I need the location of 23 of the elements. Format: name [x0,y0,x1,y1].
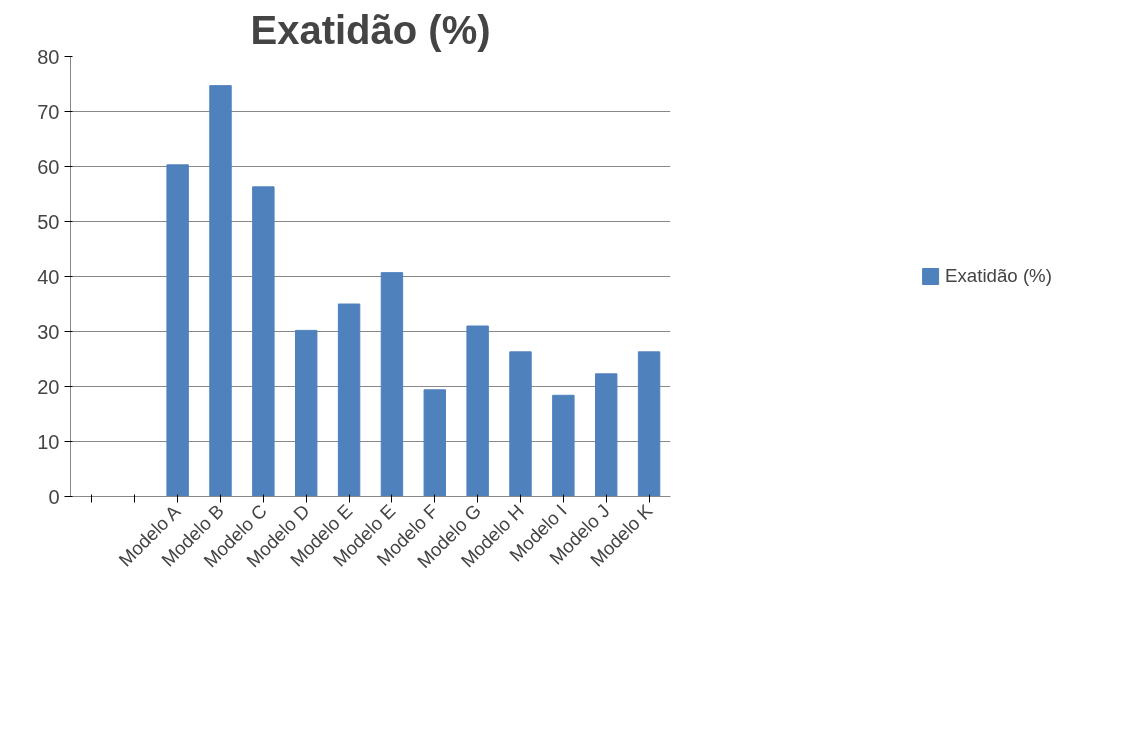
bar [423,389,446,497]
bar [509,351,532,497]
legend-label: Exatidão (%) [945,265,1052,287]
bar [552,394,575,497]
y-tick-label: 30 [37,320,60,343]
bar [209,85,232,497]
chart-title: Exatidão (%) [250,7,491,52]
bar [295,329,318,497]
y-tick-label: 60 [37,155,60,178]
bar [166,164,189,497]
y-tick-label: 10 [37,430,60,453]
y-tick-label: 40 [37,265,60,288]
bar [637,351,661,497]
bar [252,186,275,497]
bar [380,272,404,497]
bar [595,373,618,497]
bar [337,303,361,497]
y-tick-label: 20 [37,375,60,398]
y-tick-label: 80 [37,45,60,68]
y-tick-label: 50 [37,210,60,233]
y-tick-label: 70 [37,100,60,123]
bar [466,325,489,497]
y-tick-label: 0 [48,485,60,508]
